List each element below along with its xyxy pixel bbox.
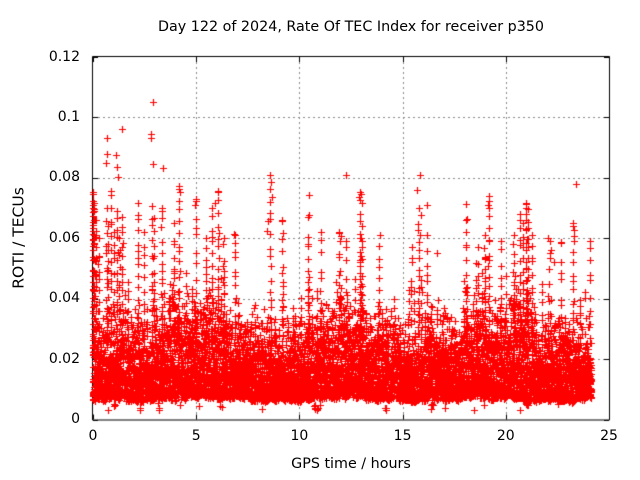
x-axis-label: GPS time / hours	[291, 455, 411, 472]
y-tick-label: 0.1	[57, 108, 80, 125]
y-tick-label: 0.04	[48, 290, 80, 307]
chart-title: Day 122 of 2024, Rate Of TEC Index for r…	[158, 19, 544, 35]
x-tick-label: 5	[191, 427, 201, 444]
x-tick-label: 10	[290, 427, 309, 444]
y-tick-label: 0.12	[48, 48, 80, 65]
x-tick-label: 15	[393, 427, 412, 444]
y-tick-label: 0	[71, 411, 80, 427]
y-tick-label: 0.08	[48, 169, 80, 186]
y-axis-label: ROTI / TECUs	[9, 187, 28, 289]
x-tick-label: 0	[88, 427, 98, 444]
y-tick-label: 0.02	[48, 350, 80, 367]
y-tick-label: 0.06	[48, 229, 80, 246]
x-tick-label: 20	[496, 427, 515, 444]
x-tick-label: 25	[600, 427, 618, 444]
